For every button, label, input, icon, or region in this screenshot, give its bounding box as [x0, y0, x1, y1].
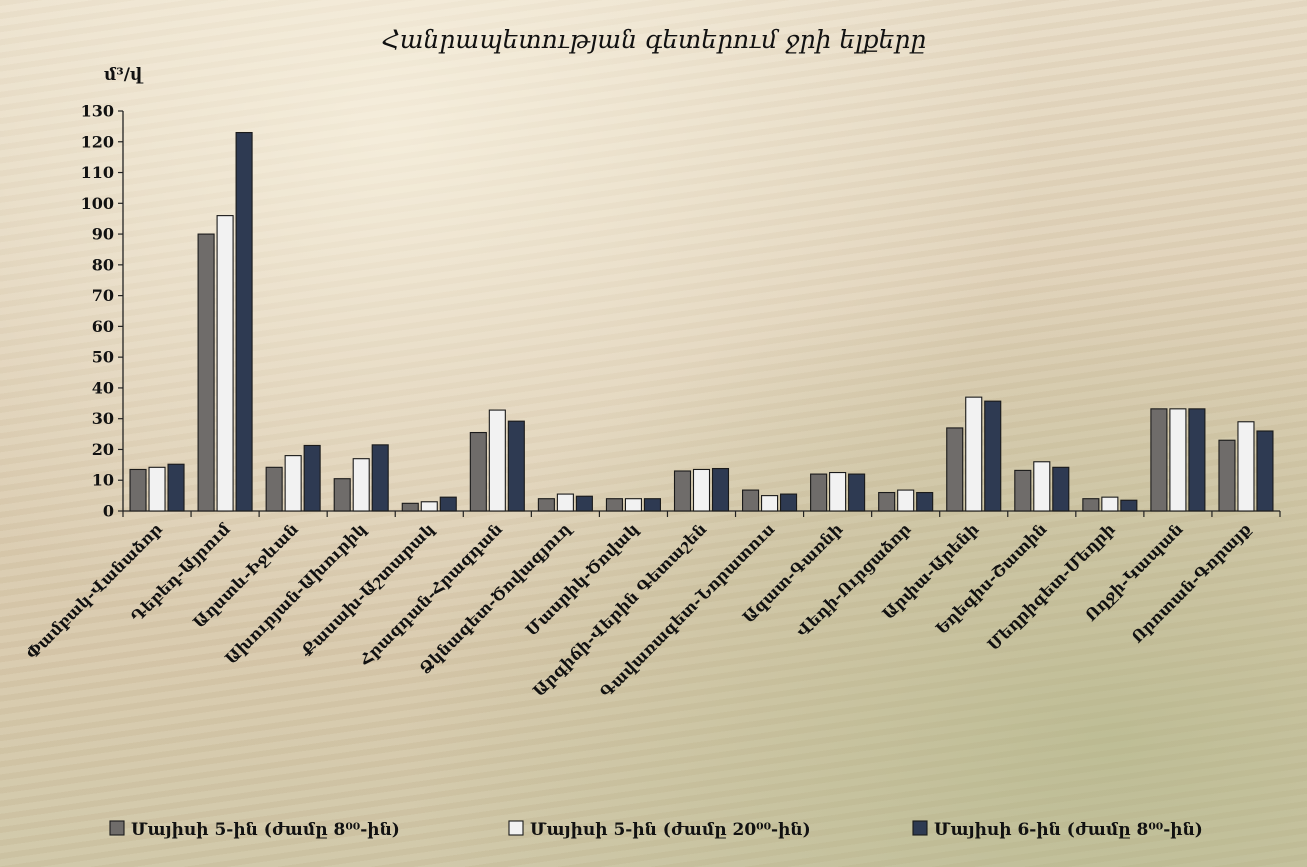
- legend-swatch: [109, 820, 125, 836]
- legend-label: Մայիսի 5-ին (ժամը 20⁰⁰-ին): [530, 820, 811, 840]
- y-tick-label: 60: [92, 317, 114, 336]
- y-tick-label: 10: [92, 471, 114, 490]
- bar-series-2: [692, 468, 711, 512]
- bar-series-2: [1033, 461, 1051, 512]
- bar-series-3: [711, 467, 730, 512]
- bar-series-1: [537, 498, 555, 512]
- y-tick-label: 40: [92, 378, 114, 397]
- bar-series-2: [352, 458, 370, 512]
- x-category-label: Քասախ-Աշտարակ: [296, 519, 438, 661]
- bar-series-2: [216, 215, 234, 512]
- bar-series-3: [371, 444, 389, 512]
- bar-series-3: [235, 131, 253, 512]
- bar-series: [129, 131, 1274, 512]
- bar-series-1: [469, 431, 487, 512]
- x-category-label: Վեդի-Ուրցաձոր: [793, 519, 915, 641]
- y-tick-label: 50: [92, 348, 114, 367]
- bar-series-2: [761, 495, 779, 512]
- bar-series-3: [439, 496, 457, 512]
- bar-series-3: [984, 400, 1002, 512]
- x-category-label: Մասրիկ-Ծովակ: [522, 519, 642, 639]
- y-tick-label: 0: [103, 502, 114, 521]
- bar-series-2: [556, 493, 574, 512]
- bar-series-1: [742, 489, 760, 512]
- bar-series-1: [197, 233, 215, 512]
- x-category-label: Հրազդան-Հրազդան: [355, 519, 506, 670]
- bar-series-1: [946, 427, 964, 512]
- legend-label: Մայիսի 5-ին (ժամը 8⁰⁰-ին): [131, 820, 400, 840]
- x-axis-categories: Փամբակ-ՎանաձորԴեբեդ-ԱյրումԱղստև-ԻջևանԱխո…: [22, 511, 1281, 702]
- legend-swatch: [508, 820, 524, 836]
- bar-series-1: [673, 470, 692, 512]
- bar-series-1: [333, 478, 351, 512]
- x-category-label: Ախուրյան-Ախուրիկ: [221, 519, 370, 668]
- bar-series-3: [643, 498, 661, 512]
- bar-series-2: [965, 396, 983, 512]
- y-axis-ticks: 0 10 20 30 40 50 60 70 80 90 100 110 120 130: [81, 102, 123, 521]
- bar-series-3: [303, 444, 321, 512]
- y-tick-label: 110: [81, 163, 114, 182]
- bar-series-3: [1256, 430, 1274, 512]
- bar-series-2: [1169, 408, 1187, 512]
- y-tick-label: 130: [81, 102, 114, 121]
- y-tick-label: 100: [81, 194, 114, 213]
- bar-series-3: [916, 491, 934, 512]
- bar-series-1: [129, 468, 147, 512]
- bar-series-1: [1082, 498, 1100, 512]
- bar-series-3: [848, 473, 866, 512]
- x-category-label: Մեղրիգետ-Մեղրի: [984, 519, 1119, 654]
- y-tick-label: 70: [92, 286, 114, 305]
- bar-series-1: [1150, 408, 1168, 512]
- bar-series-2: [624, 498, 642, 512]
- bar-series-3: [1120, 499, 1138, 512]
- bar-series-2: [488, 409, 506, 512]
- x-category-label: Որոտան-Գորայք: [1127, 519, 1254, 646]
- y-tick-label: 90: [92, 225, 114, 244]
- bar-series-3: [167, 463, 185, 512]
- bar-series-1: [878, 491, 896, 512]
- bar-series-2: [284, 455, 302, 512]
- bar-series-1: [265, 466, 283, 512]
- bar-series-1: [401, 502, 419, 512]
- bar-series-2: [148, 466, 166, 512]
- bar-series-3: [575, 495, 593, 512]
- bar-series-1: [605, 498, 623, 512]
- y-tick-label: 20: [92, 440, 114, 459]
- bar-series-3: [1052, 466, 1070, 512]
- bar-series-2: [1101, 496, 1119, 512]
- y-axis-unit-label: մ³/վ: [104, 65, 144, 85]
- legend-label: Մայիսի 6-ին (ժամը 8⁰⁰-ին): [934, 820, 1203, 840]
- bar-series-3: [780, 493, 798, 512]
- y-tick-label: 80: [92, 255, 114, 274]
- x-category-label: Եղեգիս-Շատին: [932, 519, 1051, 638]
- chart-title: Հանրապետության գետերում ջրի ելքերը: [382, 25, 927, 54]
- bar-series-2: [829, 471, 847, 512]
- bar-series-2: [897, 489, 915, 512]
- legend-swatch: [912, 820, 928, 836]
- bar-series-1: [1014, 469, 1032, 512]
- bar-series-3: [507, 420, 525, 512]
- bar-series-2: [420, 501, 438, 512]
- legend: Մայիսի 5-ին (ժամը 8⁰⁰-ին) Մայիսի 5-ին (ժա…: [109, 820, 1203, 840]
- bar-series-3: [1188, 408, 1206, 512]
- x-category-label: Փամբակ-Վանաձոր: [22, 519, 166, 663]
- bar-series-2: [1237, 421, 1255, 512]
- axes: [122, 111, 1280, 512]
- y-tick-label: 120: [81, 132, 114, 151]
- y-tick-label: 30: [92, 409, 114, 428]
- bar-series-1: [1218, 439, 1236, 512]
- bar-series-1: [810, 473, 828, 512]
